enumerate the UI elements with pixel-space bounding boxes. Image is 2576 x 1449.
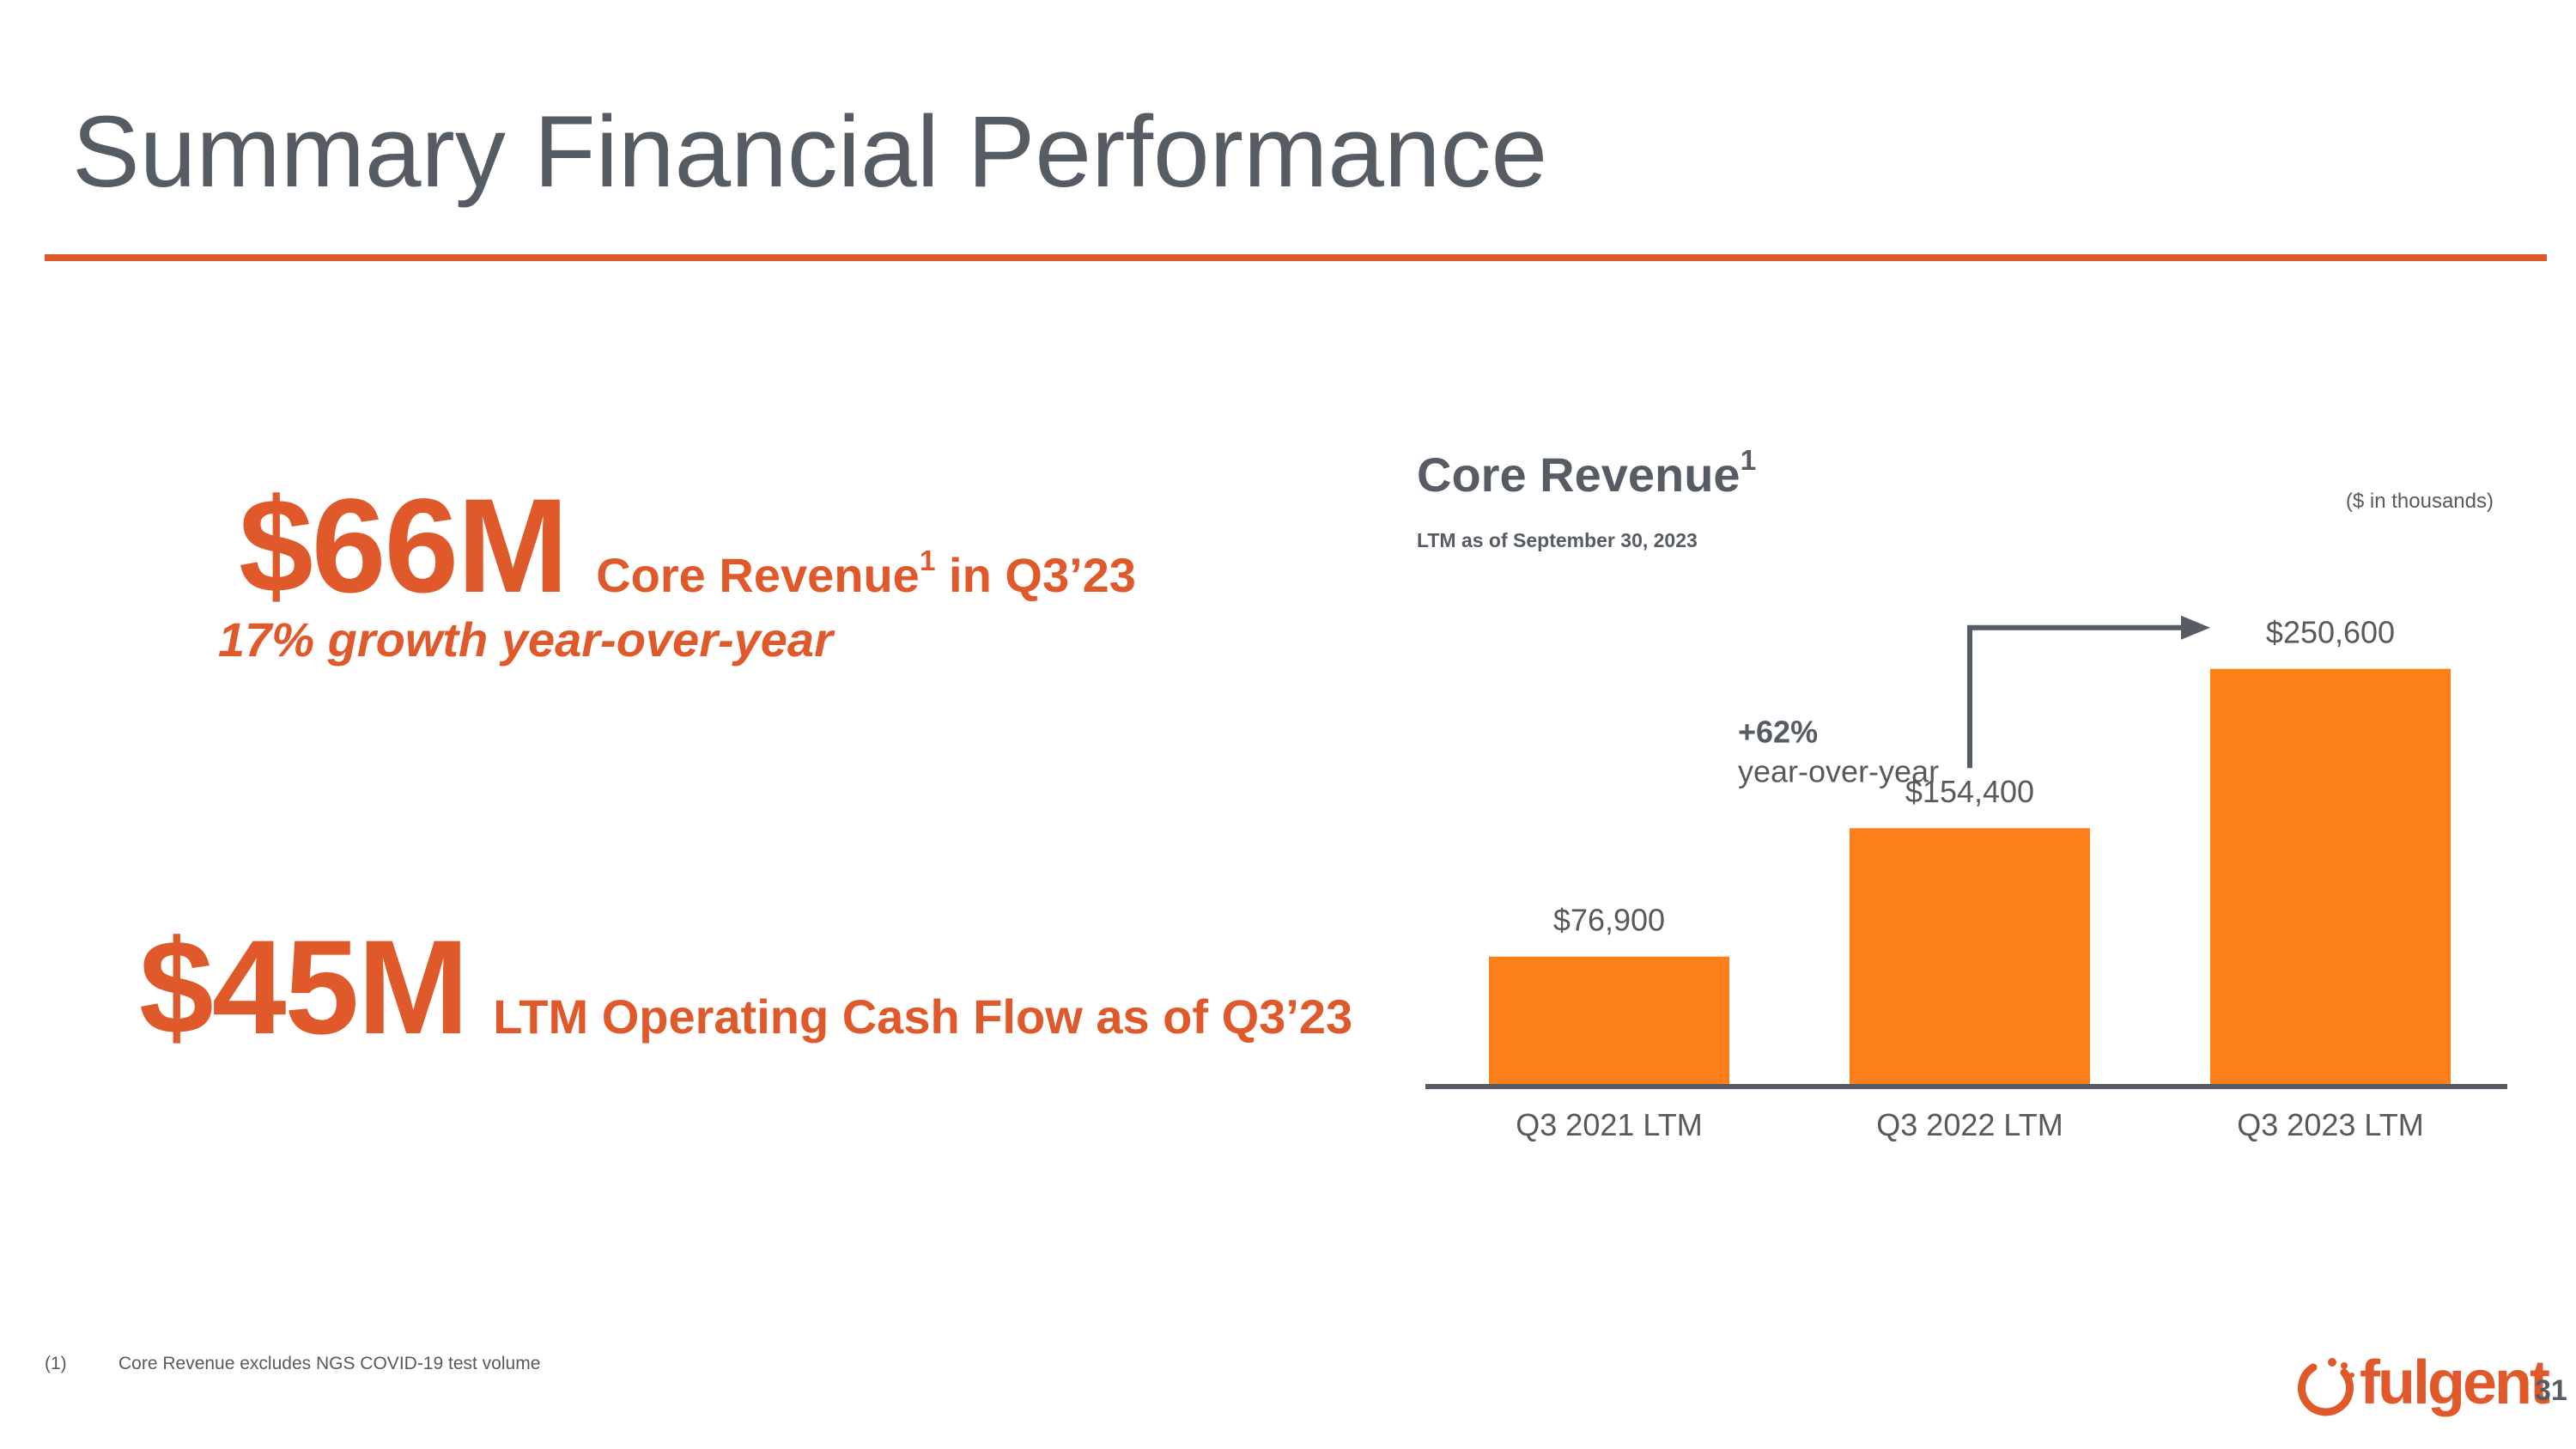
growth-text-label: year-over-year <box>1738 754 1939 789</box>
fulgent-logo-icon <box>2298 1358 2354 1416</box>
core-revenue-bar-chart: $76,900 Q3 2021 LTM $154,400 Q3 2022 LTM $25… <box>1425 615 2507 1142</box>
chart-units-note: ($ in thousands) <box>2345 490 2494 513</box>
bar-q3-2023-ltm <box>2210 668 2451 1084</box>
x-tick-label: Q3 2022 LTM <box>1876 1107 2063 1142</box>
chart-title: Core Revenue1 <box>1417 447 1756 502</box>
growth-arrow-line <box>1967 624 2184 769</box>
data-label: $154,400 <box>1905 774 2034 809</box>
chart-subtitle: LTM as of September 30, 2023 <box>1417 529 1698 551</box>
footnote-ref: 1 <box>919 545 936 577</box>
kpi-growth-subtitle: 17% growth year-over-year <box>218 612 833 667</box>
page-number: 31 <box>2535 1374 2567 1407</box>
data-label: $76,900 <box>1553 903 1665 938</box>
kpi-operating-cash-flow: $45M LTM Operating Cash Flow as of Q3’23 <box>139 921 1352 1055</box>
x-tick-label: Q3 2021 LTM <box>1516 1107 1702 1142</box>
kpi-core-revenue-label-period: in Q3’23 <box>935 548 1136 602</box>
bar-q3-2022-ltm <box>1850 828 2090 1084</box>
kpi-core-revenue-value: $66M <box>239 472 568 621</box>
kpi-core-revenue: $66M Core Revenue1 in Q3’23 <box>239 479 1136 613</box>
footnote-text: Core Revenue excludes NGS COVID-19 test … <box>118 1354 541 1373</box>
data-label: $250,600 <box>2266 615 2395 650</box>
fulgent-logo-wordmark: fulgent <box>2360 1349 2550 1417</box>
kpi-cash-flow-value: $45M <box>139 913 469 1062</box>
bar-q3-2021-ltm <box>1489 956 1729 1084</box>
footnote-number: (1) <box>45 1354 67 1373</box>
kpi-core-revenue-label: Core Revenue1 in Q3’23 <box>596 547 1136 602</box>
page-title: Summary Financial Performance <box>72 95 1548 209</box>
chart-title-text: Core Revenue <box>1417 447 1741 502</box>
kpi-cash-flow-label: LTM Operating Cash Flow as of Q3’23 <box>493 989 1353 1044</box>
kpi-core-revenue-label-text: Core Revenue <box>596 548 920 602</box>
footnote-ref: 1 <box>1740 444 1757 477</box>
growth-arrow-head <box>2181 615 2210 640</box>
growth-pct-label: +62% <box>1738 715 1818 750</box>
x-tick-label: Q3 2023 LTM <box>2237 1107 2423 1142</box>
title-divider <box>45 254 2547 261</box>
